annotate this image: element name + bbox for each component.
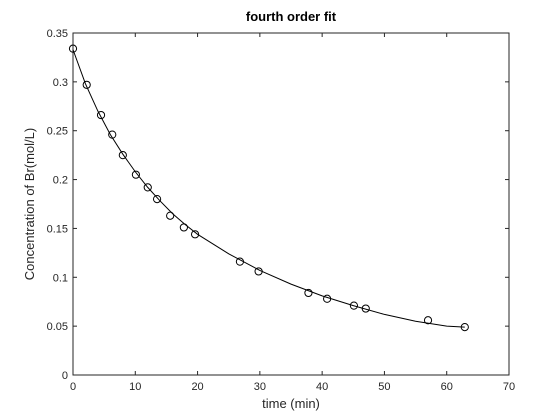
y-tick-label: 0.3 [53, 77, 68, 89]
data-point [131, 170, 141, 179]
data-point [235, 257, 245, 266]
x-tick-label: 20 [191, 381, 203, 393]
x-tick-label: 30 [254, 381, 266, 393]
x-tick-label: 60 [441, 381, 453, 393]
x-tick-label: 50 [378, 381, 390, 393]
data-point [179, 223, 188, 232]
data-point [254, 267, 263, 276]
plot-area [72, 32, 510, 376]
data-point [304, 288, 313, 298]
y-tick-label: 0.15 [47, 223, 68, 235]
chart-title: fourth order fit [246, 9, 337, 24]
y-axis-ticks: 0 0.05 0.1 0.15 0.2 0.25 0.3 0.35 [47, 28, 509, 382]
y-tick-label: 0 [62, 370, 68, 382]
y-tick-label: 0.05 [47, 321, 68, 333]
data-point [190, 230, 200, 239]
series-layer [68, 44, 469, 332]
y-tick-label: 0.25 [47, 126, 68, 138]
data-point [361, 304, 370, 313]
y-axis-title: Concentration of Br(mol/L) [22, 128, 37, 280]
x-tick-label: 70 [503, 381, 515, 393]
data-point [108, 130, 117, 139]
data-point [143, 183, 152, 192]
data-point [349, 301, 359, 310]
data-point [68, 44, 78, 53]
x-axis-ticks: 0 10 20 30 40 50 60 70 [70, 33, 515, 393]
x-tick-label: 0 [70, 381, 76, 393]
data-point [323, 294, 332, 303]
x-tick-label: 10 [129, 381, 141, 393]
data-point [152, 195, 162, 204]
data-point [460, 323, 469, 332]
y-tick-label: 0.2 [53, 175, 68, 187]
data-point [423, 316, 433, 325]
x-axis-title: time (min) [262, 396, 320, 411]
data-point [166, 211, 175, 220]
x-tick-label: 40 [316, 381, 328, 393]
data-point [96, 110, 106, 120]
data-point [118, 151, 127, 160]
data-point [82, 80, 91, 89]
y-tick-label: 0.1 [53, 272, 68, 284]
y-tick-label: 0.35 [47, 28, 68, 40]
